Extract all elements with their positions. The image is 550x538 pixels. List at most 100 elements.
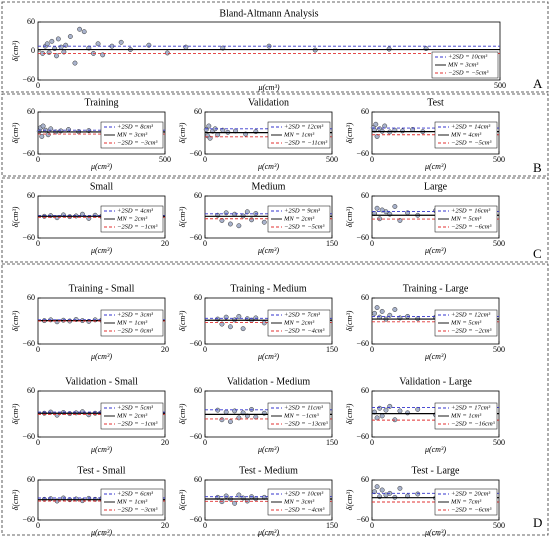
y-tick-label: 60: [194, 293, 202, 302]
data-point: [405, 410, 411, 416]
data-point: [58, 44, 64, 50]
y-tick-label: 60: [27, 191, 35, 200]
y-axis-label: δ(cm³): [11, 122, 20, 143]
y-axis-label: δ(cm³): [345, 489, 354, 510]
legend-label: +2SD = 3cm³: [117, 311, 154, 318]
y-tick-label: 60: [194, 191, 202, 200]
x-tick-label: 0: [36, 438, 40, 447]
x-tick-label: 0: [36, 155, 40, 164]
chart-title: Training - Large: [403, 283, 469, 294]
data-point: [379, 487, 385, 493]
x-axis-label: μ(cm³): [424, 162, 446, 171]
data-point: [374, 415, 380, 421]
y-tick-label: −60: [356, 149, 369, 158]
legend-label: MN = 7cm³: [450, 498, 482, 505]
x-tick-label: 150: [326, 521, 338, 530]
data-point: [49, 38, 55, 44]
y-tick-label: 60: [361, 191, 369, 200]
legend-label: MN = −1cm³: [283, 412, 320, 419]
panel-label: A: [533, 76, 543, 91]
x-tick-label: 0: [203, 155, 207, 164]
data-point: [379, 413, 385, 419]
legend-label: MN = 2cm³: [283, 319, 315, 326]
data-point: [55, 36, 61, 42]
x-tick-label: 500: [326, 155, 338, 164]
y-axis-label: δ(cm³): [178, 310, 187, 331]
x-tick-label: 500: [493, 521, 505, 530]
legend-label: +2SD = 10cm³: [448, 53, 488, 60]
data-point: [261, 219, 267, 225]
legend-label: MN = 3cm³: [116, 131, 148, 138]
legend-label: +2SD = 7cm³: [284, 311, 321, 318]
data-point: [372, 310, 377, 316]
data-point: [383, 407, 389, 413]
panel-label: C: [533, 246, 542, 261]
data-point: [374, 484, 380, 490]
y-axis-label: δ(cm³): [11, 206, 20, 227]
legend-label: +2SD = 16cm³: [451, 207, 491, 214]
y-axis-label: δ(cm³): [345, 310, 354, 331]
legend-label: +2SD = 12cm³: [451, 311, 491, 318]
chart-title: Validation - Large: [399, 376, 472, 387]
x-axis-label: μ(cm³): [90, 352, 112, 361]
x-tick-label: 500: [494, 81, 506, 90]
chart-title: Validation - Small: [65, 376, 138, 387]
y-tick-label: 60: [27, 386, 35, 395]
x-axis-label: μ(cm³): [90, 246, 112, 255]
data-point: [227, 221, 233, 227]
legend-label: +2SD = 12cm³: [284, 123, 324, 130]
data-point: [379, 308, 385, 314]
data-point: [73, 496, 79, 502]
data-point: [397, 408, 403, 414]
y-tick-label: −60: [356, 339, 369, 348]
x-axis-label: μ(cm³): [257, 246, 279, 255]
chart-title: Training - Small: [69, 283, 135, 294]
data-point: [377, 405, 383, 411]
data-point: [372, 489, 377, 495]
legend-label: +2SD = 20cm³: [451, 490, 491, 497]
y-tick-label: −60: [356, 515, 369, 524]
chart-title: Bland-Altmann Analysis: [219, 8, 318, 19]
x-tick-label: 150: [326, 345, 338, 354]
legend-label: MN = 1cm³: [450, 412, 482, 419]
data-point: [183, 44, 189, 50]
x-tick-label: 500: [493, 438, 505, 447]
data-point: [81, 29, 87, 35]
data-point: [392, 204, 398, 209]
legend-label: MN = 3cm³: [283, 498, 315, 505]
data-point: [72, 60, 78, 66]
y-tick-label: −60: [356, 233, 369, 242]
plot-frame: [371, 195, 500, 239]
chart-title: Training: [84, 97, 118, 108]
data-point: [232, 500, 238, 506]
legend-label: −2SD = −6cm³: [451, 223, 492, 230]
data-point: [66, 127, 71, 132]
legend-label: +2SD = 11cm³: [284, 404, 324, 411]
x-tick-label: 20: [161, 345, 169, 354]
plot-frame: [204, 297, 333, 345]
chart-title: Test - Medium: [239, 465, 298, 476]
legend-label: −2SD = −3cm³: [117, 139, 158, 146]
data-point: [244, 209, 250, 215]
y-axis-label: δ(cm³): [178, 206, 187, 227]
x-tick-label: 0: [370, 438, 374, 447]
x-tick-label: 0: [203, 521, 207, 530]
x-tick-label: 150: [326, 239, 338, 248]
y-tick-label: −60: [22, 432, 35, 441]
data-point: [397, 485, 403, 491]
x-tick-label: 20: [161, 521, 169, 530]
x-axis-label: μ(cm³): [424, 246, 446, 255]
data-point: [227, 324, 233, 330]
legend-label: MN = 2cm³: [116, 412, 148, 419]
data-point: [374, 205, 380, 211]
legend-label: −2SD = −4cm³: [284, 327, 325, 334]
legend-label: −2SD = −11cm³: [284, 139, 328, 146]
y-tick-label: 0: [31, 46, 35, 55]
x-axis-label: μ(cm³): [257, 162, 279, 171]
y-tick-label: −60: [22, 75, 35, 84]
plot-frame: [204, 195, 333, 239]
y-tick-label: 60: [27, 107, 35, 116]
y-axis-label: δ(cm³): [11, 403, 20, 424]
x-axis-label: μ(cm³): [90, 162, 112, 171]
